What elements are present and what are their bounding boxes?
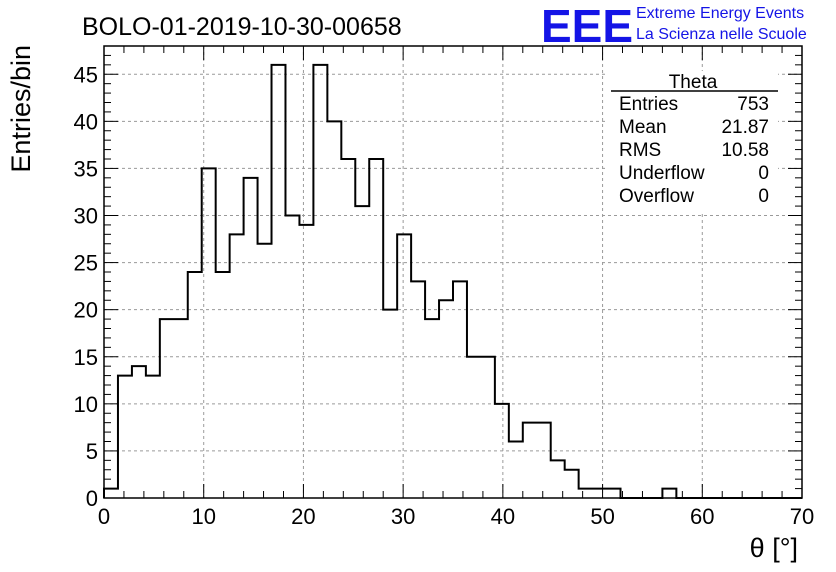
x-tick-label-40: 40 (491, 504, 515, 529)
histogram-bin-23 (425, 319, 439, 498)
stats-label-mean: Mean (619, 117, 667, 138)
histogram-bin-34 (579, 489, 593, 498)
x-tick-labels: 0 10 20 30 40 50 60 70 (98, 504, 814, 529)
histogram-bin-7 (202, 168, 216, 498)
y-tick-labels: 0 5 10 15 20 25 30 35 40 45 (74, 62, 98, 511)
x-tick-label-20: 20 (291, 504, 315, 529)
histogram-bin-25 (453, 281, 467, 498)
histogram-bin-40 (662, 489, 676, 498)
y-tick-label-25: 25 (74, 251, 98, 276)
histogram-bin-5 (174, 319, 188, 498)
axes (103, 45, 803, 499)
histogram-bin-36 (607, 489, 621, 498)
histogram-bin-28 (495, 404, 509, 498)
histogram-bin-2 (132, 366, 146, 498)
x-tick-label-30: 30 (391, 504, 415, 529)
histogram-bin-9 (230, 234, 244, 498)
histogram-bin-29 (509, 442, 523, 499)
x-tick-label-70: 70 (790, 504, 814, 529)
histogram-bin-14 (299, 225, 313, 498)
histogram-bin-12 (272, 65, 286, 498)
histogram-bin-13 (285, 216, 299, 499)
histogram-bin-18 (355, 206, 369, 498)
stats-label-rms: RMS (619, 140, 661, 161)
stats-label-overflow: Overflow (619, 186, 694, 207)
y-tick-label-20: 20 (74, 298, 98, 323)
stats-box: Theta Entries 753 Mean 21.87 RMS 10.58 Underfl… (606, 71, 778, 211)
eee-logo-line1: Extreme Energy Events (636, 5, 804, 22)
histogram-bin-21 (397, 234, 411, 498)
stats-value-mean: 21.87 (721, 117, 769, 138)
histogram-bin-10 (244, 178, 258, 498)
stats-value-rms: 10.58 (721, 140, 769, 161)
eee-logo-mark: EEE (541, 0, 633, 52)
histogram-bin-26 (467, 357, 481, 498)
histogram-bin-16 (327, 121, 341, 498)
stats-label-entries: Entries (619, 94, 678, 115)
histogram-bin-0 (104, 489, 118, 498)
grid-lines (104, 46, 802, 498)
histogram-bin-11 (258, 244, 272, 498)
histogram-bin-8 (216, 272, 230, 498)
x-axis-label: θ [°] (750, 533, 798, 563)
y-tick-label-35: 35 (74, 156, 98, 181)
histogram-bin-31 (537, 423, 551, 498)
y-tick-label-10: 10 (74, 392, 98, 417)
stats-box-rows: Entries 753 Mean 21.87 RMS 10.58 Underflow 0 Ove… (619, 94, 769, 207)
histogram-bin-15 (313, 65, 327, 498)
histogram-bin-27 (481, 357, 495, 498)
histogram-bin-22 (411, 281, 425, 498)
x-tick-label-0: 0 (98, 504, 110, 529)
stats-box-title: Theta (669, 72, 718, 93)
eee-logo: EEE Extreme Energy Events La Scienza nel… (541, 0, 807, 52)
stats-box-background (606, 71, 778, 211)
chart-title: BOLO-01-2019-10-30-00658 (82, 13, 402, 41)
histogram-bin-35 (593, 489, 607, 498)
stats-value-underflow: 0 (758, 163, 769, 184)
histogram-bin-6 (188, 272, 202, 498)
x-tick-label-50: 50 (590, 504, 614, 529)
eee-logo-line2: La Scienza nelle Scuole (636, 26, 807, 43)
stats-value-overflow: 0 (758, 186, 769, 207)
histogram-bin-4 (160, 319, 174, 498)
y-tick-label-15: 15 (74, 345, 98, 370)
histogram-bin-1 (118, 376, 132, 498)
stats-label-underflow: Underflow (619, 163, 705, 184)
histogram-bin-17 (341, 159, 355, 498)
stats-value-entries: 753 (737, 94, 769, 115)
y-axis-label: Entries/bin (6, 45, 36, 173)
histogram-bin-24 (439, 300, 453, 498)
y-tick-label-0: 0 (86, 486, 98, 511)
histogram-bin-19 (369, 159, 383, 498)
histogram-bin-3 (146, 376, 160, 498)
y-tick-label-40: 40 (74, 109, 98, 134)
x-tick-label-60: 60 (690, 504, 714, 529)
histogram-bin-20 (383, 310, 397, 498)
histogram-bin-30 (523, 423, 537, 498)
histogram-bin-33 (565, 470, 579, 498)
y-tick-label-45: 45 (74, 62, 98, 87)
x-tick-label-10: 10 (191, 504, 215, 529)
y-tick-label-5: 5 (86, 439, 98, 464)
y-tick-label-30: 30 (74, 204, 98, 229)
